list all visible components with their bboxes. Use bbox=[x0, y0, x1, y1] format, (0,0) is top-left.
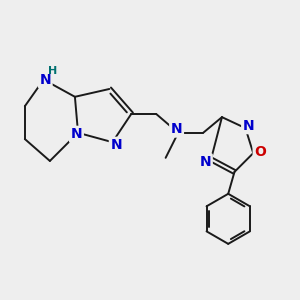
Text: N: N bbox=[243, 118, 254, 133]
Text: N: N bbox=[200, 155, 211, 169]
Text: O: O bbox=[254, 145, 266, 159]
Text: N: N bbox=[39, 73, 51, 87]
Text: N: N bbox=[110, 138, 122, 152]
Text: H: H bbox=[48, 66, 57, 76]
Text: N: N bbox=[71, 128, 82, 141]
Text: N: N bbox=[171, 122, 182, 136]
